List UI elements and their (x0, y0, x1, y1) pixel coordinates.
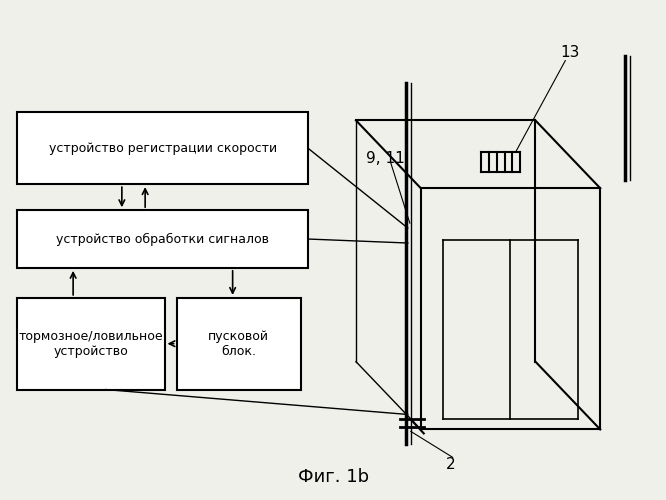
Bar (176, 298, 301, 390)
Text: устройство регистрации скорости: устройство регистрации скорости (49, 142, 276, 155)
Bar (17, 210, 308, 268)
Text: Фиг. 1b: Фиг. 1b (298, 468, 370, 486)
Text: пусковой
блок.: пусковой блок. (208, 330, 269, 357)
Bar (17, 298, 165, 390)
Text: 13: 13 (561, 45, 580, 60)
Text: устройство обработки сигналов: устройство обработки сигналов (56, 232, 269, 245)
Bar (17, 112, 308, 184)
Text: 9, 11: 9, 11 (366, 151, 405, 166)
Text: 2: 2 (446, 457, 456, 472)
Text: тормозное/ловильное
устройство: тормозное/ловильное устройство (19, 330, 163, 357)
